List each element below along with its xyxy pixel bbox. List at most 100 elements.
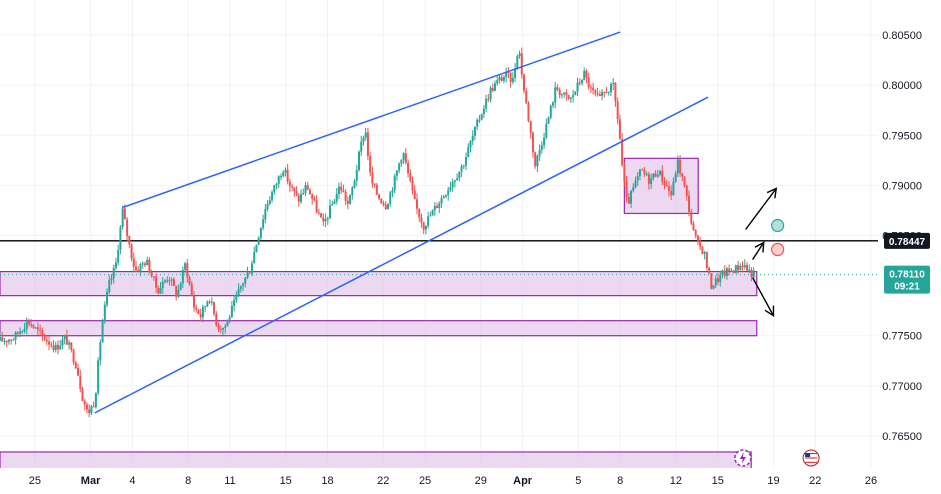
candle — [353, 178, 356, 189]
candle — [324, 213, 327, 228]
candle — [650, 173, 653, 190]
candle — [101, 318, 104, 343]
candle — [569, 96, 572, 103]
candle — [19, 327, 22, 338]
candle-body — [607, 92, 610, 94]
arrow-up-far[interactable] — [745, 187, 778, 230]
lightning-icon[interactable] — [734, 449, 752, 467]
price-tick-label: 0.79000 — [882, 180, 922, 192]
candle-body — [683, 176, 686, 186]
candle — [83, 398, 86, 411]
candle-body — [166, 280, 169, 282]
candle — [701, 245, 704, 255]
time-axis[interactable]: 25 Mar 4 8 11 15 18 22 25 29 Apr 5 8 12 15 19 22 26 — [0, 468, 941, 494]
candle-body — [556, 87, 559, 90]
candle-body — [135, 266, 138, 271]
candle — [609, 82, 612, 96]
flag-stripe — [805, 461, 818, 463]
candle — [598, 90, 601, 97]
candle-body — [538, 149, 541, 156]
time-tick-label: 4 — [129, 475, 135, 487]
candle — [132, 252, 135, 273]
candle — [21, 330, 24, 334]
candle — [148, 257, 151, 274]
price-tick-label: 0.80000 — [882, 80, 922, 92]
candle — [300, 189, 303, 204]
time-tick-label: 25 — [29, 475, 41, 487]
time-tick-label: 8 — [617, 475, 623, 487]
trendline-1[interactable] — [94, 96, 709, 414]
candle — [438, 201, 441, 214]
markers-layer[interactable] — [771, 218, 785, 257]
candle — [262, 214, 265, 231]
candle-body — [373, 183, 376, 185]
candle — [375, 182, 378, 196]
arrow-down[interactable] — [751, 277, 775, 317]
candle-body — [442, 196, 445, 198]
candle-body — [449, 187, 452, 191]
arrows-layer[interactable] — [745, 187, 778, 317]
trendlines-layer[interactable] — [94, 31, 709, 414]
candle-body — [589, 87, 592, 89]
candle — [538, 144, 541, 161]
event-icons[interactable] — [734, 449, 820, 467]
candle-body — [351, 187, 354, 196]
candle — [589, 84, 592, 94]
key-levels-layer — [0, 240, 878, 276]
candle-body — [286, 169, 289, 182]
candle-body — [514, 68, 517, 78]
candle — [674, 170, 677, 183]
candle — [743, 259, 746, 270]
candle-body — [427, 216, 430, 226]
green-circle[interactable] — [771, 218, 785, 233]
red-circle[interactable] — [771, 242, 785, 257]
us-flag-icon[interactable] — [802, 449, 820, 467]
candle — [404, 148, 407, 165]
trendline-0[interactable] — [122, 31, 621, 209]
candle — [90, 404, 93, 416]
candle-body — [342, 190, 345, 193]
candle-body — [139, 264, 142, 272]
candle — [563, 92, 566, 98]
candle — [253, 246, 256, 264]
candle-body — [201, 306, 204, 318]
candle-body — [491, 87, 494, 91]
candle-body — [257, 237, 260, 245]
candle — [201, 304, 204, 323]
candle-body — [701, 246, 704, 254]
candle-body — [297, 195, 300, 202]
candle-body — [146, 259, 149, 266]
candle-body — [206, 301, 209, 306]
candle — [527, 101, 530, 123]
candle — [10, 339, 13, 345]
zone-upper-support[interactable] — [0, 270, 758, 297]
candle-body — [143, 263, 146, 266]
candle-body — [511, 77, 514, 82]
candle — [282, 170, 285, 178]
candle — [638, 169, 641, 181]
candles-layer — [0, 47, 755, 418]
candle-body — [324, 219, 327, 222]
candle-body — [478, 119, 481, 121]
candle-body — [34, 327, 37, 329]
candle-body — [369, 156, 372, 173]
candle — [748, 264, 751, 274]
candle — [128, 235, 131, 249]
candle-body — [444, 195, 447, 197]
candle — [68, 339, 71, 350]
candle — [719, 270, 722, 287]
candle — [337, 182, 340, 200]
arrow-up-near[interactable] — [751, 241, 765, 260]
candle — [384, 201, 387, 210]
candle — [373, 183, 376, 188]
candle-body — [188, 277, 191, 285]
zone-lower-support[interactable] — [0, 320, 758, 337]
candle-body — [703, 252, 706, 254]
candle — [65, 329, 68, 345]
candle — [157, 285, 160, 295]
candle-body — [253, 252, 256, 264]
candle-body — [36, 327, 39, 330]
candle — [295, 186, 298, 197]
candle-body — [569, 97, 572, 99]
